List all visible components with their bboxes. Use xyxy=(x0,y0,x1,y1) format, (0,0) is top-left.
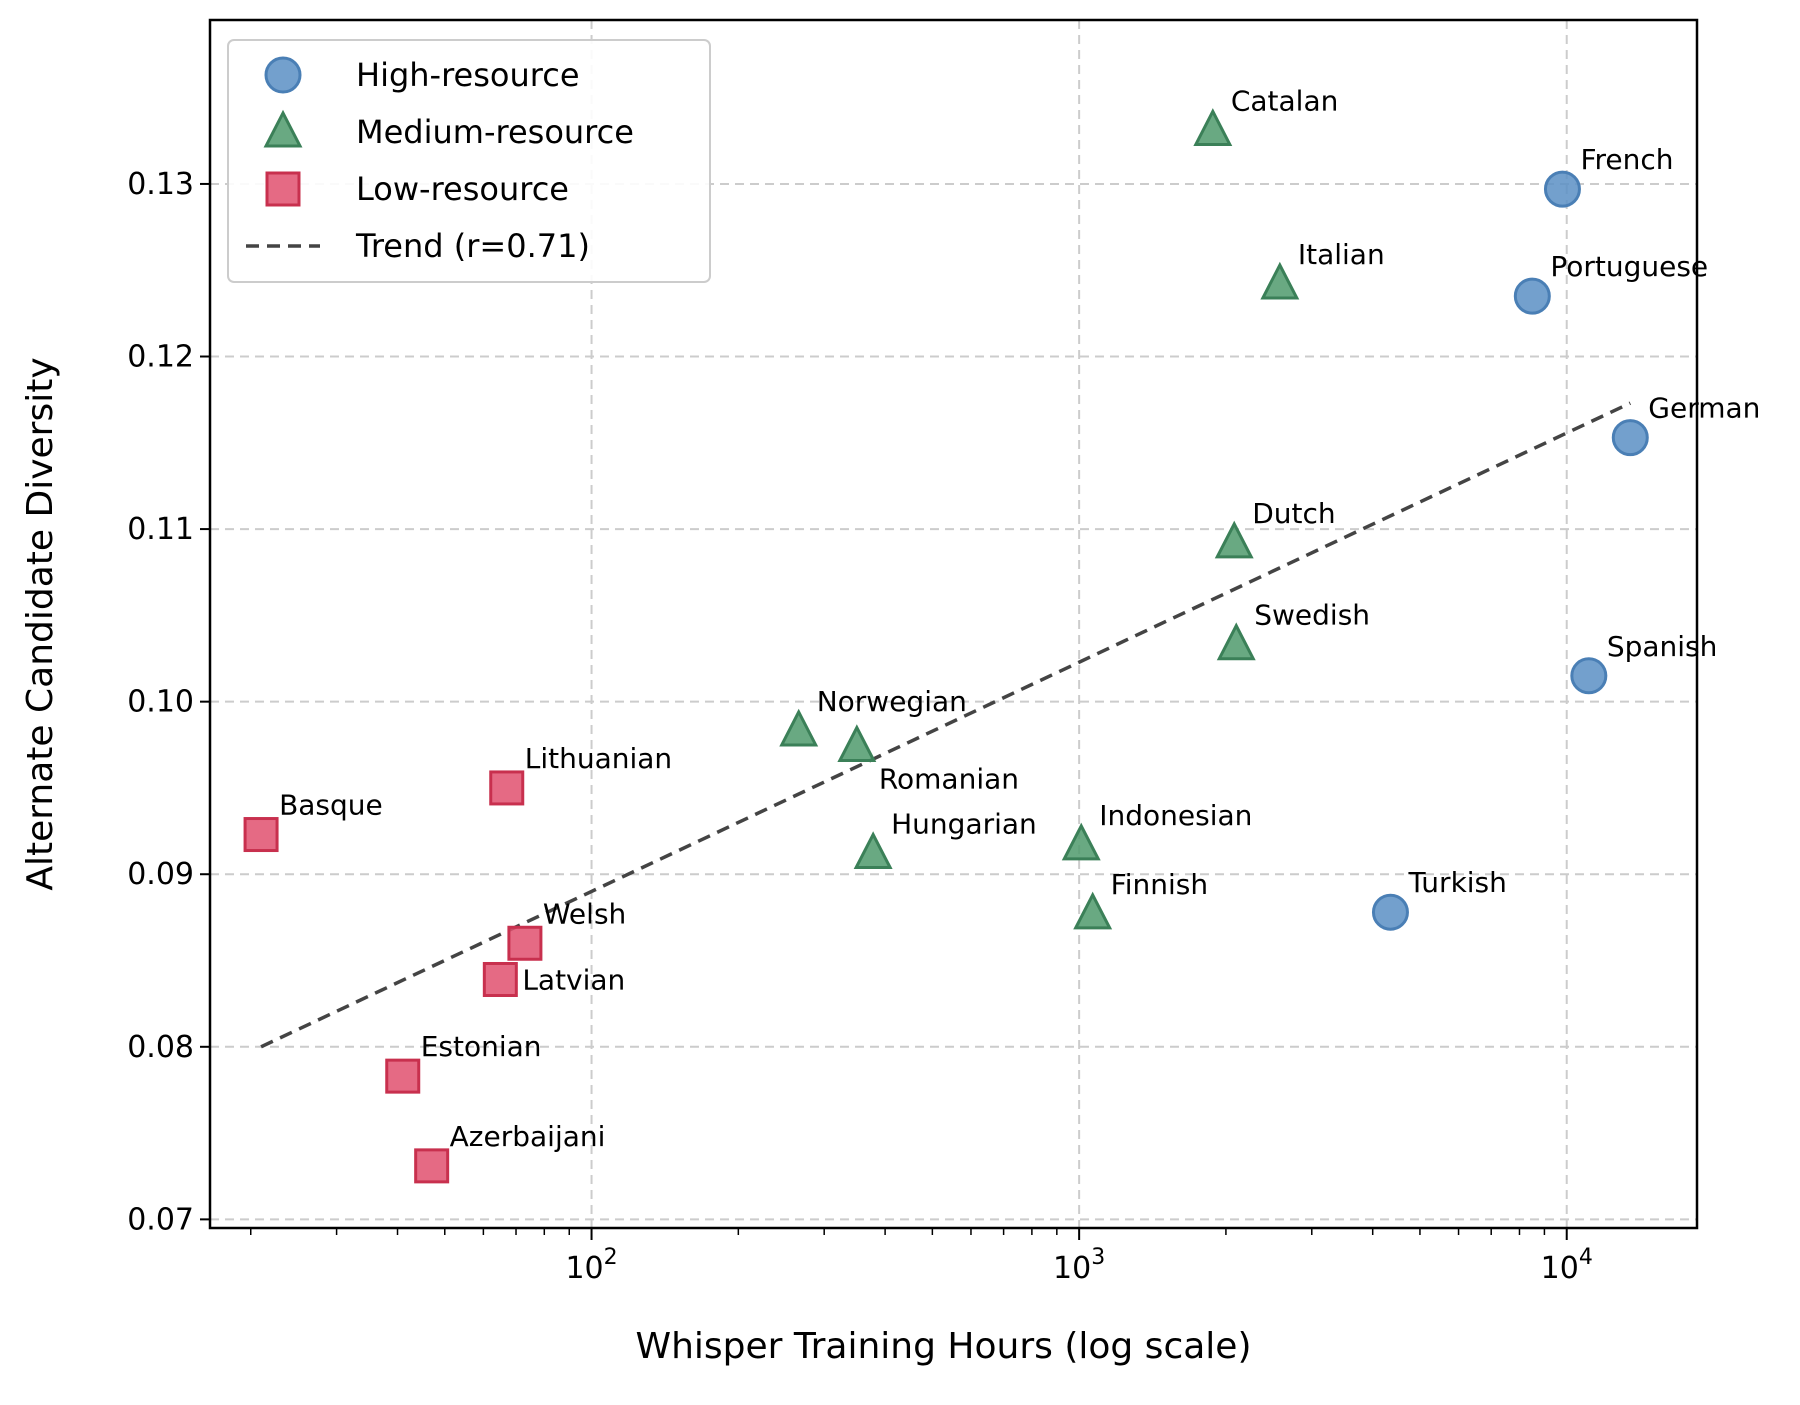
point-french xyxy=(1543,170,1581,208)
legend-box xyxy=(227,39,711,283)
label-dutch: Dutch xyxy=(1252,497,1335,530)
y-axis-title: Alternate Candidate Diversity xyxy=(20,357,61,890)
point-swedish xyxy=(1216,622,1256,661)
point-labels: French Portuguese German Spanish Turkish Cata… xyxy=(279,84,1760,1152)
label-basque: Basque xyxy=(279,789,383,822)
label-italian: Italian xyxy=(1298,238,1385,271)
point-azerbaijani xyxy=(414,1148,450,1184)
legend-label-medium-resource: Medium-resource xyxy=(356,113,634,151)
point-turkish xyxy=(1371,893,1409,931)
label-finnish: Finnish xyxy=(1111,868,1208,901)
label-turkish: Turkish xyxy=(1407,866,1506,899)
x-tick-label: 104 xyxy=(1541,1245,1593,1286)
y-tick-label: 0.10 xyxy=(127,685,194,720)
axes: 0.07 0.08 0.09 0.10 0.11 0.12 0.13 102 103 104 Whi… xyxy=(20,18,1699,1367)
y-tick-label: 0.11 xyxy=(127,512,194,547)
y-tick-label: 0.09 xyxy=(127,857,194,892)
legend-marker-low-resource xyxy=(265,171,301,207)
point-portuguese xyxy=(1513,277,1551,315)
x-tick-label: 102 xyxy=(565,1245,617,1286)
plot-frame xyxy=(208,18,1699,1230)
label-romanian: Romanian xyxy=(879,763,1019,796)
point-italian xyxy=(1260,261,1300,300)
point-welsh xyxy=(507,925,543,961)
point-hungarian xyxy=(853,831,893,870)
label-german: German xyxy=(1648,392,1760,425)
label-french: French xyxy=(1580,143,1673,176)
label-hungarian: Hungarian xyxy=(891,808,1037,841)
label-portuguese: Portuguese xyxy=(1550,250,1708,283)
point-norwegian xyxy=(779,708,819,747)
point-spanish xyxy=(1570,657,1608,695)
y-tick-label: 0.12 xyxy=(127,340,194,375)
points-layer xyxy=(243,108,1649,1184)
legend-marker-high-resource xyxy=(264,56,302,94)
label-lithuanian: Lithuanian xyxy=(525,742,672,775)
legend-label-trend: Trend (r=0.71) xyxy=(355,227,590,265)
point-german xyxy=(1611,419,1649,457)
point-finnish xyxy=(1073,891,1113,930)
trend-layer xyxy=(260,401,1632,1049)
label-spanish: Spanish xyxy=(1607,630,1718,663)
label-azerbaijani: Azerbaijani xyxy=(450,1120,606,1153)
legend-label-low-resource: Low-resource xyxy=(356,170,569,208)
legend-label-high-resource: High-resource xyxy=(356,56,580,94)
y-tick-label: 0.08 xyxy=(127,1030,194,1065)
label-welsh: Welsh xyxy=(543,897,626,930)
label-estonian: Estonian xyxy=(421,1030,542,1063)
y-tick-label: 0.13 xyxy=(127,167,194,202)
point-indonesian xyxy=(1061,822,1101,861)
x-axis-title: Whisper Training Hours (log scale) xyxy=(636,1326,1252,1367)
label-latvian: Latvian xyxy=(522,963,625,996)
x-tick-label: 103 xyxy=(1053,1245,1105,1286)
point-estonian xyxy=(385,1058,421,1094)
legend: High-resource Medium-resource Low-resource… xyxy=(227,39,711,283)
label-norwegian: Norwegian xyxy=(817,685,967,718)
point-romanian xyxy=(837,724,877,763)
label-catalan: Catalan xyxy=(1231,84,1339,117)
point-catalan xyxy=(1193,108,1233,146)
point-basque xyxy=(243,817,279,853)
point-lithuanian xyxy=(489,770,525,806)
legend-marker-medium-resource xyxy=(263,109,303,148)
point-latvian xyxy=(482,961,518,997)
label-swedish: Swedish xyxy=(1254,599,1370,632)
trend-line xyxy=(260,401,1632,1049)
point-dutch xyxy=(1214,520,1254,559)
y-tick-label: 0.07 xyxy=(127,1202,194,1237)
label-indonesian: Indonesian xyxy=(1099,799,1252,832)
